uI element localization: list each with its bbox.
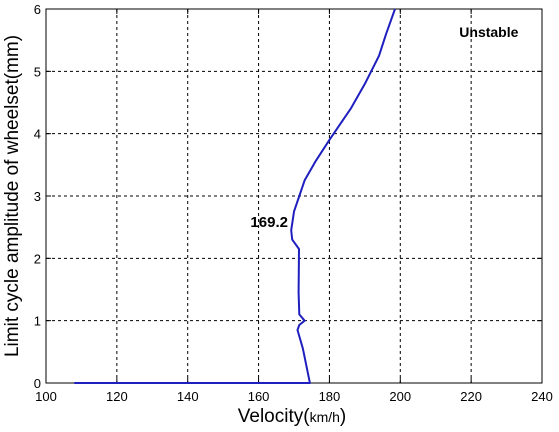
y-tick-label: 3 <box>34 189 41 204</box>
y-axis-label: Limit cycle amplitude of wheelset(mm) <box>2 35 23 357</box>
x-axis-label-close: ) <box>340 406 346 427</box>
y-tick-label: 4 <box>34 127 41 142</box>
y-tick-label: 0 <box>34 376 41 391</box>
x-tick-label: 180 <box>319 389 341 404</box>
y-tick-labels: 0 1 2 3 4 5 6 <box>34 2 41 391</box>
x-tick-label: 240 <box>531 389 553 404</box>
ticks <box>45 8 543 384</box>
x-tick-label: 140 <box>177 389 199 404</box>
x-axis-label-unit: km/h <box>310 409 340 425</box>
x-axis-label: Velocity(km/h) <box>238 406 346 427</box>
annotation-unstable: Unstable <box>459 24 518 40</box>
annotation-critical-speed: 169.2 <box>250 214 288 231</box>
x-axis-label-main: Velocity( <box>238 406 310 427</box>
series-line <box>74 8 396 384</box>
x-tick-label: 100 <box>35 389 57 404</box>
y-tick-label: 6 <box>34 2 41 17</box>
y-tick-label: 5 <box>34 64 41 79</box>
grid <box>46 9 542 383</box>
x-tick-label: 120 <box>106 389 128 404</box>
y-tick-label: 2 <box>34 251 41 266</box>
x-tick-label: 220 <box>460 389 482 404</box>
x-tick-label: 160 <box>248 389 270 404</box>
series-layer <box>74 8 396 384</box>
y-tick-label: 1 <box>34 314 41 329</box>
x-tick-label: 200 <box>389 389 411 404</box>
x-tick-labels: 100 120 140 160 180 200 220 240 <box>35 389 553 404</box>
